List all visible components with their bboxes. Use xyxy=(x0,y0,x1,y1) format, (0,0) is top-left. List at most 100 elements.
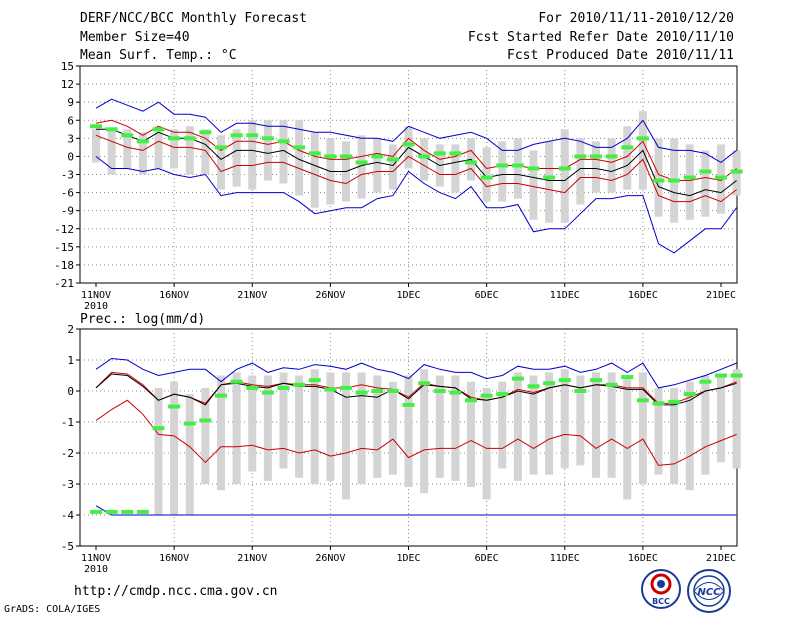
bcc-logo: BCC xyxy=(641,569,681,609)
prec-ytick-label: 1 xyxy=(67,354,74,367)
prec-ytick-label: -5 xyxy=(61,540,74,553)
temp-spread-box xyxy=(310,132,319,208)
temp-spread-box xyxy=(107,129,116,175)
temp-obs-marker xyxy=(230,133,243,138)
temp-spread-box xyxy=(263,120,272,181)
prec-line-max xyxy=(95,357,737,389)
temp-obs-marker xyxy=(402,142,415,147)
prec-spread-box xyxy=(420,369,429,494)
prec-obs-marker xyxy=(293,382,306,387)
ncc-logo: NCC xyxy=(687,569,731,613)
temp-spread-box xyxy=(545,141,554,223)
temp-spread-box xyxy=(373,138,382,193)
prec-spread-box xyxy=(170,381,179,515)
temp-obs-marker xyxy=(480,175,493,180)
prec-obs-marker xyxy=(480,393,493,398)
temp-spread-box xyxy=(388,144,397,190)
temp-ytick-label: 3 xyxy=(67,132,74,145)
prec-obs-marker xyxy=(215,393,227,398)
prec-spread-box xyxy=(201,387,210,484)
prec-obs-marker xyxy=(340,385,352,390)
prec-xtick-year: 2010 xyxy=(84,564,108,575)
temp-obs-marker xyxy=(371,154,384,159)
temp-obs-marker xyxy=(449,151,462,156)
prec-ytick-label: 2 xyxy=(67,323,74,336)
prec-obs-marker xyxy=(324,387,337,392)
temp-spread-box xyxy=(170,129,179,169)
temp-obs-marker xyxy=(699,169,712,174)
prec-spread-box xyxy=(326,372,335,481)
temp-obs-marker xyxy=(246,133,259,138)
temp-obs-marker xyxy=(683,175,696,180)
temp-spread-box xyxy=(201,129,210,175)
temp-obs-marker xyxy=(90,124,102,129)
prec-obs-marker xyxy=(543,381,556,386)
source-url[interactable]: http://cmdp.ncc.cma.gov.cn xyxy=(74,584,278,599)
temp-ytick-label: -15 xyxy=(54,241,74,254)
temp-spread-box xyxy=(513,138,522,199)
prec-line-mean xyxy=(95,373,737,406)
prec-spread-box xyxy=(185,394,194,515)
prec-spread-box xyxy=(154,387,163,515)
prec-obs-marker xyxy=(699,379,712,384)
prec-spread-box xyxy=(576,375,585,466)
temp-obs-marker xyxy=(308,151,321,156)
temp-xtick-label: 26NOV xyxy=(315,290,345,301)
prec-ytick-label: -4 xyxy=(61,509,75,522)
temp-line-mean xyxy=(96,128,737,197)
temp-obs-marker xyxy=(715,175,727,180)
temp-ytick-label: -21 xyxy=(54,277,74,290)
temp-obs-marker xyxy=(324,154,337,159)
temp-obs-marker xyxy=(590,154,602,159)
prec-obs-marker xyxy=(418,381,431,386)
temp-ytick-label: 12 xyxy=(61,78,74,91)
prec-obs-marker xyxy=(511,376,524,381)
prec-ytick-label: 0 xyxy=(67,385,74,398)
prec-spread-box xyxy=(513,372,522,481)
member-size: Member Size=40 xyxy=(80,30,190,45)
prec-xtick-label: 11DEC xyxy=(550,553,580,564)
prec-xtick-label: 21NOV xyxy=(237,553,267,564)
prec-obs-marker xyxy=(355,390,368,395)
temp-obs-marker xyxy=(355,160,368,165)
temp-xtick-label: 16DEC xyxy=(628,290,658,301)
temp-ytick-label: -18 xyxy=(54,259,74,272)
temp-obs-marker xyxy=(574,154,587,159)
temp-obs-marker xyxy=(668,178,681,183)
temp-spread-box xyxy=(185,126,194,175)
temp-spread-box xyxy=(123,129,132,169)
prec-ytick-label: -1 xyxy=(61,416,74,429)
temp-spread-box xyxy=(279,120,288,184)
temp-line-max xyxy=(95,98,737,164)
temp-spread-box xyxy=(576,138,585,205)
temp-spread-box xyxy=(623,126,632,190)
prec-spread-box xyxy=(545,372,554,475)
temp-spread-box xyxy=(607,138,616,193)
prec-spread-box xyxy=(607,372,616,478)
prec-obs-marker xyxy=(621,375,634,380)
prec-obs-marker xyxy=(605,382,618,387)
prec-spread-box xyxy=(498,381,507,469)
temp-obs-marker xyxy=(277,139,290,144)
temp-spread-box xyxy=(529,150,538,220)
temp-obs-marker xyxy=(121,133,134,138)
temp-spread-box xyxy=(482,147,491,202)
forecast-period: For 2010/11/11-2010/12/20 xyxy=(538,11,734,26)
prec-obs-marker xyxy=(465,398,477,403)
temp-ytick-label: -12 xyxy=(54,223,74,236)
temp-spread-box xyxy=(592,141,600,193)
temp-ytick-label: 15 xyxy=(61,60,74,73)
prec-xtick-label: 26NOV xyxy=(315,553,345,564)
prec-spread-box xyxy=(217,375,225,491)
prec-spread-box xyxy=(685,381,694,491)
temp-obs-marker xyxy=(527,166,540,171)
temp-spread-box xyxy=(685,144,694,220)
prec-obs-marker xyxy=(730,373,743,378)
temp-xtick-label: 11NOV xyxy=(81,290,111,301)
temp-spread-box xyxy=(357,135,366,199)
prec-spread-box xyxy=(701,375,710,475)
prec-obs-marker xyxy=(496,392,509,397)
